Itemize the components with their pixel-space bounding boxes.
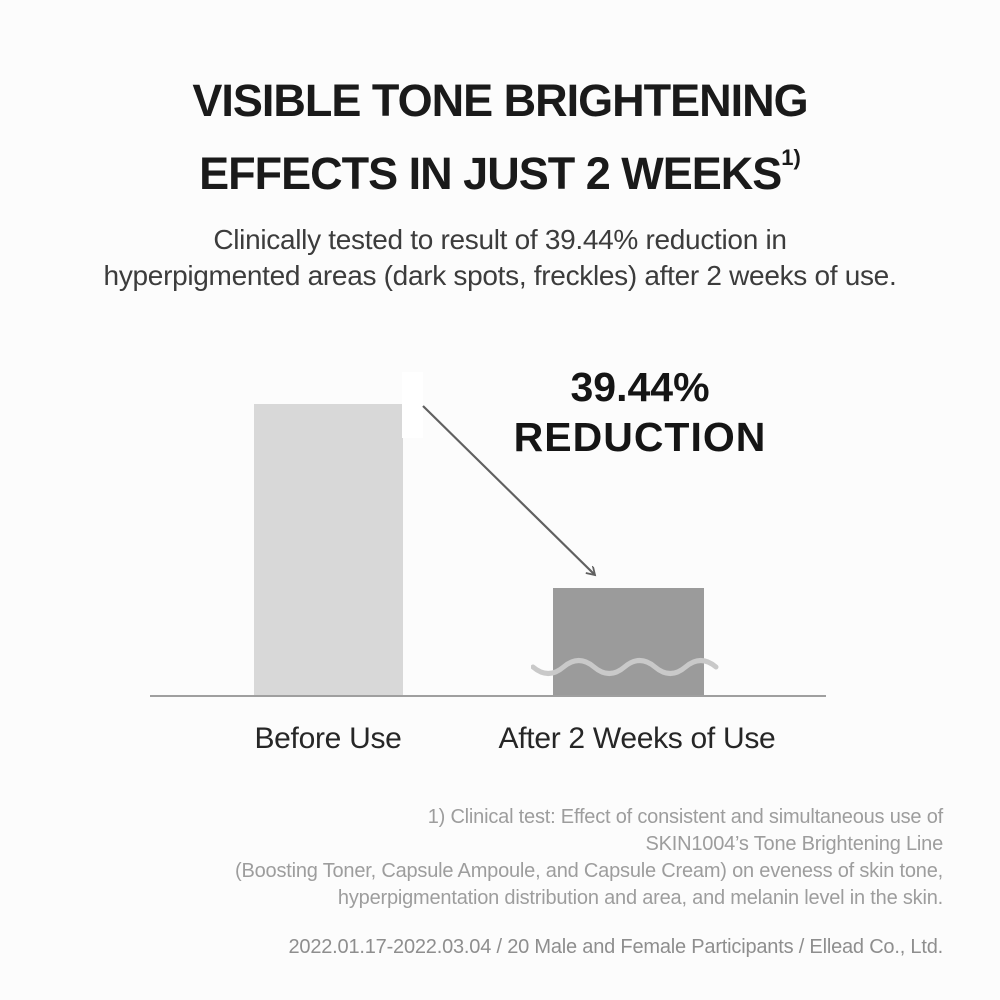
footnote-line-3: (Boosting Toner, Capsule Ampoule, and Ca… xyxy=(235,860,943,882)
bar-corner-notch xyxy=(402,372,423,438)
x-axis-baseline xyxy=(150,695,826,697)
reduction-arrow-icon xyxy=(422,405,610,590)
title-line-2: EFFECTS IN JUST 2 WEEKS1) xyxy=(0,129,1000,202)
subtitle-line-1: Clinically tested to result of 39.44% re… xyxy=(213,224,787,255)
reduction-percent-text: 39.44% xyxy=(570,364,710,410)
reduction-word-text: REDUCTION xyxy=(513,414,767,460)
title-line-1: VISIBLE TONE BRIGHTENING xyxy=(192,75,808,126)
title-line-2-text: EFFECTS IN JUST 2 WEEKS xyxy=(199,148,782,199)
footnote-line-2: SKIN1004’s Tone Brightening Line xyxy=(645,833,943,855)
clinical-test-footnote: 1) Clinical test: Effect of consistent a… xyxy=(43,804,943,912)
footnote-line-1: 1) Clinical test: Effect of consistent a… xyxy=(427,806,943,828)
bar-before-use xyxy=(254,404,403,696)
reduction-annotation: 39.44% REDUCTION xyxy=(470,362,810,462)
study-source-line: 2022.01.17-2022.03.04 / 20 Male and Fema… xyxy=(288,936,943,958)
page-title: VISIBLE TONE BRIGHTENING EFFECTS IN JUST… xyxy=(0,72,1000,202)
subtitle-line-2: hyperpigmented areas (dark spots, freckl… xyxy=(103,260,897,291)
title-footnote-marker: 1) xyxy=(781,145,801,170)
bar-label-after-use: After 2 Weeks of Use xyxy=(498,722,776,755)
wave-break-icon xyxy=(531,658,719,676)
bar-after-use xyxy=(553,588,704,696)
subtitle: Clinically tested to result of 39.44% re… xyxy=(0,222,1000,294)
footnote-line-4: hyperpigmentation distribution and area,… xyxy=(337,887,943,909)
bar-label-before-use: Before Use xyxy=(254,722,402,755)
